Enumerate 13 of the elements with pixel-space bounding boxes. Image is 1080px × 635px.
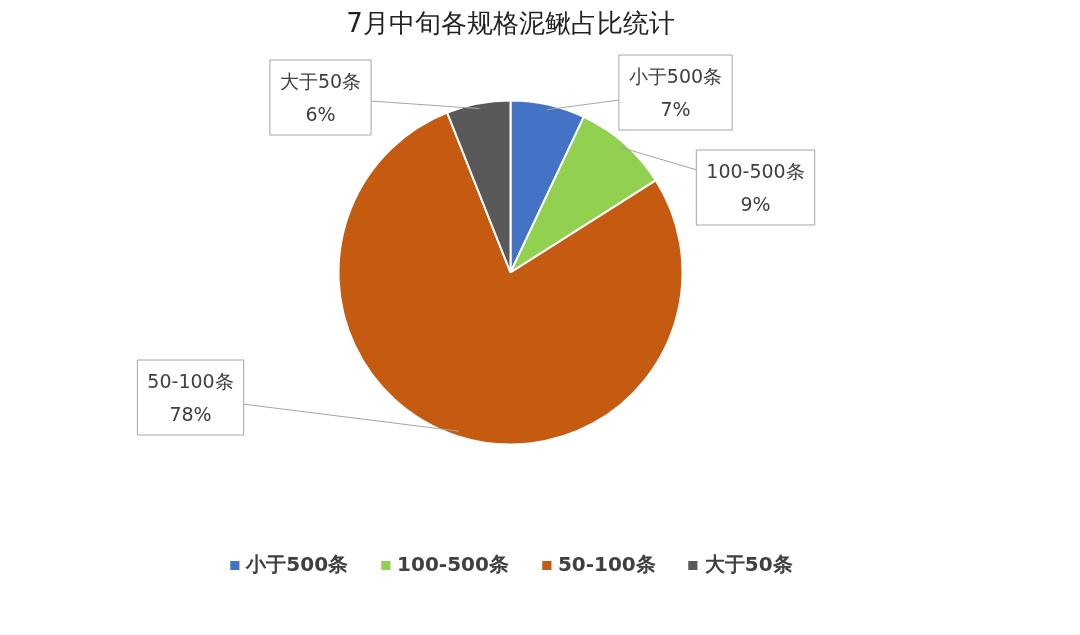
- slice-label: 50-100条: [147, 370, 234, 392]
- slice-label: 大于50条: [279, 70, 362, 92]
- data-label: 78%: [169, 403, 212, 425]
- slice-label: 小于500条: [628, 65, 723, 87]
- data-label: 9%: [740, 193, 771, 215]
- data-label: 7%: [660, 98, 691, 120]
- legend-label: 100-500条: [397, 551, 509, 578]
- data-label: 6%: [305, 103, 336, 125]
- slice-label: 100-500条: [706, 160, 805, 182]
- legend-label: 小于500条: [246, 551, 349, 578]
- chart-title: 7月中旬各规格泥鳅占比统计: [346, 7, 675, 38]
- legend-label: 50-100条: [557, 551, 656, 578]
- legend-label: 大于50条: [704, 551, 793, 578]
